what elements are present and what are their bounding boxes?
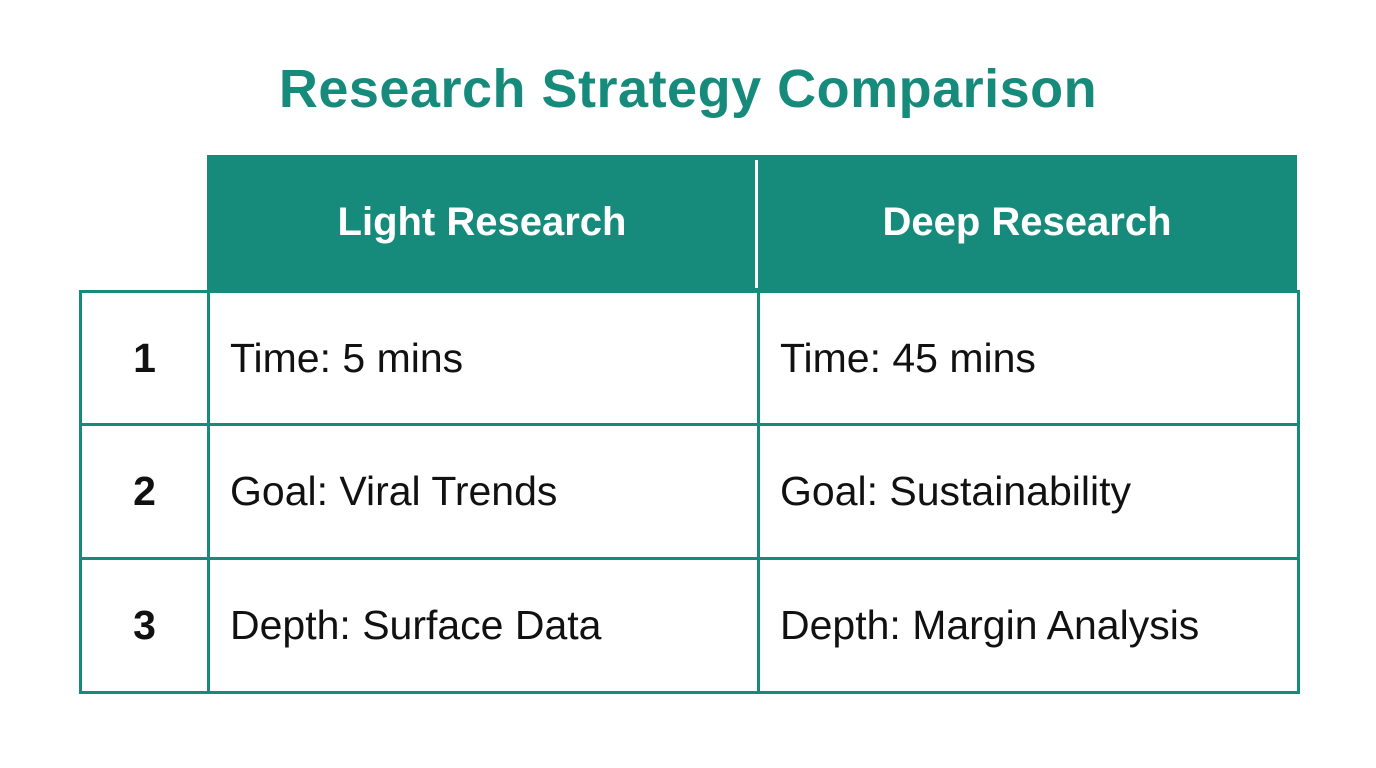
row-number: 1 (79, 290, 210, 426)
table-cell: Depth: Surface Data (207, 557, 760, 694)
table-cell: Goal: Sustainability (757, 423, 1300, 560)
title: Research Strategy Comparison (278, 59, 1098, 119)
table-cell: Time: 45 mins (757, 290, 1300, 426)
table-cell: Goal: Viral Trends (207, 423, 760, 560)
table-cell: Depth: Margin Analysis (757, 557, 1300, 694)
column-header: Deep Research (757, 155, 1297, 290)
row-number: 2 (79, 423, 210, 560)
table-cell: Time: 5 mins (207, 290, 760, 426)
column-header: Light Research (207, 155, 757, 290)
row-number: 3 (79, 557, 210, 694)
header-divider (755, 160, 758, 288)
